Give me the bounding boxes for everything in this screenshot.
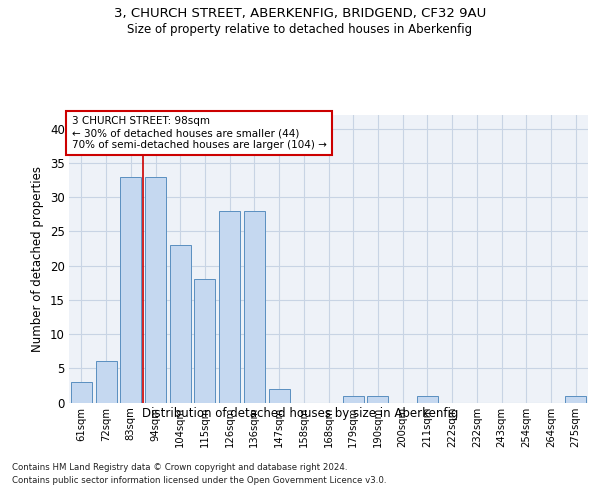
- Text: 3 CHURCH STREET: 98sqm
← 30% of detached houses are smaller (44)
70% of semi-det: 3 CHURCH STREET: 98sqm ← 30% of detached…: [71, 116, 326, 150]
- Text: Contains HM Land Registry data © Crown copyright and database right 2024.: Contains HM Land Registry data © Crown c…: [12, 462, 347, 471]
- Text: Size of property relative to detached houses in Aberkenfig: Size of property relative to detached ho…: [127, 22, 473, 36]
- Bar: [367, 396, 388, 402]
- Bar: [343, 396, 364, 402]
- Bar: [417, 396, 438, 402]
- Bar: [120, 176, 141, 402]
- Bar: [219, 211, 240, 402]
- Bar: [194, 280, 215, 402]
- Text: Distribution of detached houses by size in Aberkenfig: Distribution of detached houses by size …: [142, 408, 458, 420]
- Bar: [269, 389, 290, 402]
- Y-axis label: Number of detached properties: Number of detached properties: [31, 166, 44, 352]
- Bar: [145, 176, 166, 402]
- Bar: [565, 396, 586, 402]
- Bar: [244, 211, 265, 402]
- Bar: [95, 362, 116, 403]
- Bar: [170, 245, 191, 402]
- Text: 3, CHURCH STREET, ABERKENFIG, BRIDGEND, CF32 9AU: 3, CHURCH STREET, ABERKENFIG, BRIDGEND, …: [114, 8, 486, 20]
- Text: Contains public sector information licensed under the Open Government Licence v3: Contains public sector information licen…: [12, 476, 386, 485]
- Bar: [71, 382, 92, 402]
